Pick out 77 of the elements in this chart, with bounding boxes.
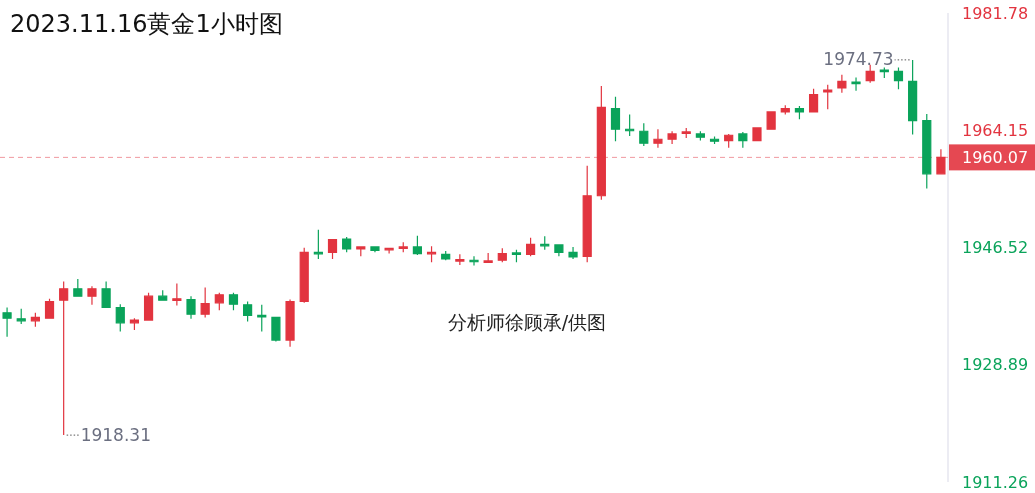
candlestick (44, 298, 55, 320)
candlestick (384, 247, 394, 255)
candlestick (511, 249, 522, 263)
ref-line-label: 1960.07 (962, 147, 1029, 167)
candlestick (172, 282, 182, 307)
candlestick (610, 96, 621, 142)
candlestick (285, 298, 295, 348)
candlestick (143, 292, 154, 321)
candlestick (709, 135, 720, 145)
y-tick-label: 1946.52 (962, 238, 1029, 258)
candlestick (214, 292, 224, 311)
candlestick (936, 148, 946, 175)
candlestick (865, 64, 875, 84)
candlestick (837, 74, 847, 94)
candlestick (738, 131, 748, 149)
candlestick (596, 85, 606, 201)
candlestick (356, 246, 366, 257)
candlestick (129, 317, 140, 331)
candlestick (2, 306, 12, 338)
candlestick (681, 127, 691, 139)
candlestick (313, 229, 323, 260)
candlestick (823, 84, 833, 110)
candlestick (59, 280, 69, 436)
candlestick (398, 241, 408, 253)
candlestick (228, 292, 239, 311)
candlestick (342, 236, 352, 253)
candlestick (115, 303, 125, 333)
chart-title: 2023.11.16黄金1小时图 (10, 10, 283, 38)
annotation: 1974.73 (823, 48, 894, 69)
y-tick-label: 1981.78 (962, 3, 1029, 23)
candlestick (243, 300, 253, 323)
candlestick (497, 247, 507, 263)
annotation: 分析师徐顾承/供图 (447, 310, 607, 333)
candlestick (554, 243, 564, 257)
candlestick (582, 165, 592, 263)
candlestick (16, 308, 26, 325)
candlestick (922, 113, 932, 190)
candlestick (625, 114, 635, 137)
candlestick (893, 66, 904, 90)
candlestick (568, 246, 578, 260)
candlestick (540, 235, 550, 251)
candlestick (271, 316, 281, 343)
candlestick (879, 66, 889, 79)
candlestick (780, 104, 790, 116)
candlestick (441, 250, 451, 261)
candlestick (653, 128, 663, 149)
y-tick-label: 1928.89 (962, 355, 1029, 375)
candlestick (299, 247, 309, 304)
candlestick (370, 246, 380, 253)
candlestick (766, 110, 776, 130)
candlestick (667, 130, 677, 145)
candlestick (455, 253, 465, 266)
candlestick (851, 76, 861, 92)
candlestick (30, 312, 40, 328)
candlestick (426, 245, 437, 263)
candlestick (87, 285, 97, 306)
candlestick (483, 252, 493, 264)
candlestick (695, 130, 705, 142)
y-tick-label: 1911.26 (962, 472, 1029, 492)
candlestick (186, 295, 196, 320)
candlestick (526, 237, 536, 257)
candlestick (469, 255, 479, 267)
candlestick (794, 105, 805, 120)
candlestick (639, 122, 649, 147)
candlestick (808, 88, 819, 113)
candlestick (752, 127, 762, 142)
annotation: 1918.31 (80, 425, 151, 446)
candlestick (412, 235, 422, 256)
y-tick-label: 1964.15 (962, 120, 1029, 140)
candlestick (724, 133, 734, 149)
candlestick (327, 239, 338, 260)
candlestick (908, 59, 918, 136)
candlestick (158, 289, 168, 301)
candlestick (200, 286, 210, 319)
candlestick (101, 280, 111, 309)
candlestick (257, 304, 267, 333)
candlestick (73, 278, 83, 297)
